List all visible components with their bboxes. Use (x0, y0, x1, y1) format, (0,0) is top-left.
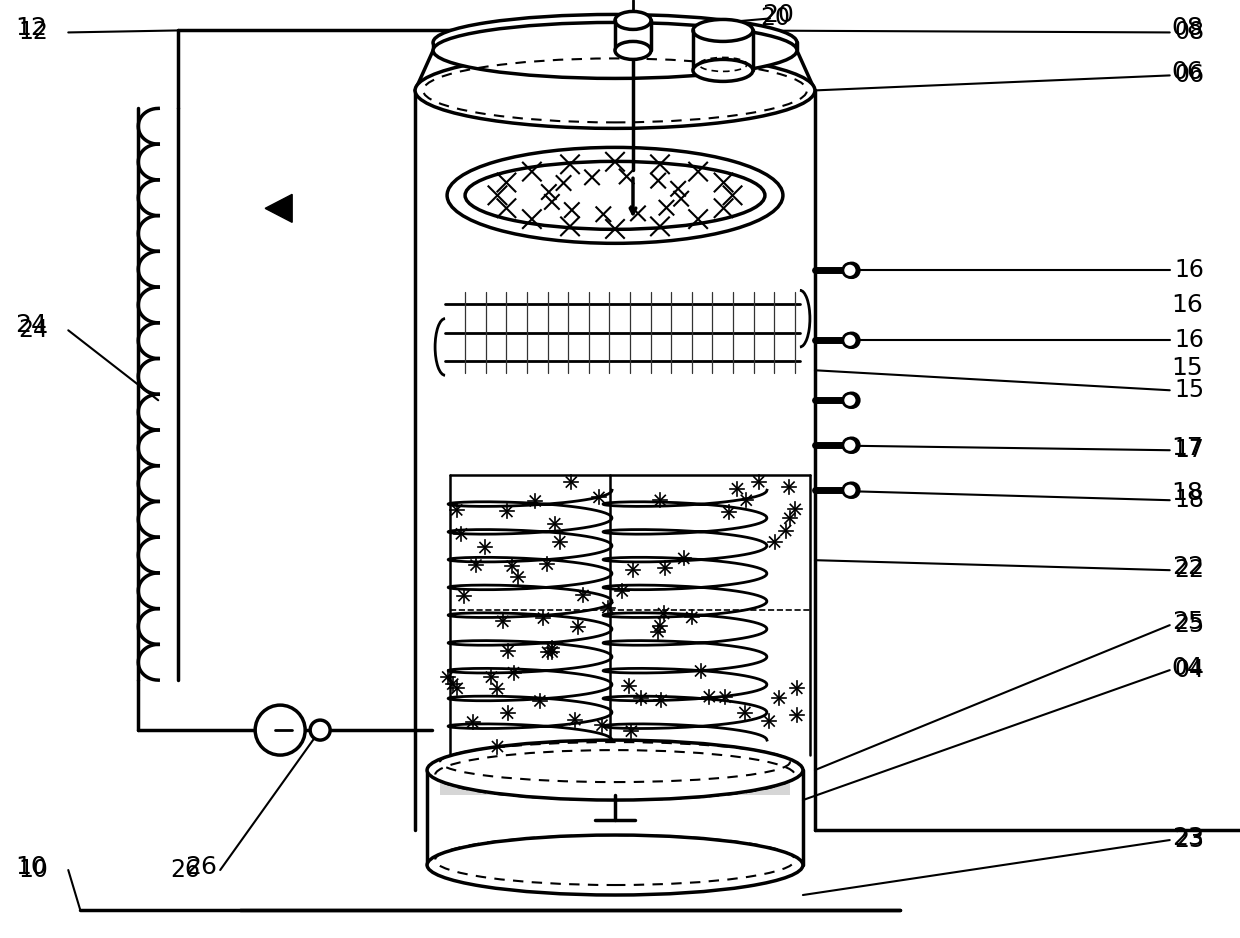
Ellipse shape (693, 20, 753, 41)
Ellipse shape (433, 14, 797, 70)
Text: 10: 10 (15, 855, 47, 879)
Circle shape (843, 483, 857, 497)
Text: 24: 24 (15, 313, 47, 338)
Text: 16: 16 (1174, 328, 1204, 353)
Circle shape (844, 264, 859, 278)
Ellipse shape (448, 147, 782, 243)
Text: 16: 16 (1172, 294, 1204, 317)
Ellipse shape (415, 53, 815, 129)
Ellipse shape (427, 835, 804, 895)
Text: 24: 24 (19, 318, 48, 342)
Text: 06: 06 (1174, 64, 1205, 87)
Polygon shape (265, 194, 293, 222)
Text: 25: 25 (1174, 613, 1205, 637)
Text: 25: 25 (1172, 610, 1204, 634)
Text: 04: 04 (1172, 656, 1204, 680)
Circle shape (844, 483, 859, 497)
Text: 04: 04 (1174, 658, 1205, 682)
Ellipse shape (615, 11, 651, 29)
Ellipse shape (433, 23, 797, 79)
Circle shape (844, 333, 859, 347)
Text: 26: 26 (185, 855, 217, 879)
Text: 22: 22 (1172, 555, 1204, 579)
Polygon shape (440, 762, 790, 795)
Circle shape (843, 333, 857, 347)
Text: 08: 08 (1174, 21, 1205, 44)
Ellipse shape (465, 161, 765, 229)
Text: 12: 12 (19, 21, 48, 44)
Text: 20: 20 (760, 7, 790, 30)
Ellipse shape (615, 41, 651, 59)
Circle shape (844, 438, 859, 452)
Text: 17: 17 (1174, 438, 1204, 462)
Text: 20: 20 (761, 4, 794, 27)
Text: 17: 17 (1172, 436, 1204, 461)
Circle shape (255, 705, 305, 755)
Text: 12: 12 (15, 17, 47, 40)
Ellipse shape (427, 740, 804, 800)
Text: 26: 26 (170, 858, 200, 882)
Text: 18: 18 (1172, 481, 1204, 506)
Text: 23: 23 (1174, 828, 1205, 852)
Text: 18: 18 (1174, 488, 1205, 512)
Circle shape (843, 438, 857, 452)
Circle shape (843, 393, 857, 407)
Text: 08: 08 (1172, 17, 1204, 40)
Ellipse shape (693, 59, 753, 82)
Circle shape (844, 393, 859, 407)
Text: 23: 23 (1172, 826, 1204, 850)
Text: 15: 15 (1174, 378, 1205, 402)
Circle shape (310, 720, 330, 740)
Text: 16: 16 (1174, 258, 1204, 282)
Circle shape (843, 264, 857, 278)
Text: 10: 10 (19, 858, 48, 882)
Text: 06: 06 (1172, 60, 1204, 84)
Text: 22: 22 (1174, 558, 1205, 582)
Text: 15: 15 (1172, 356, 1203, 380)
